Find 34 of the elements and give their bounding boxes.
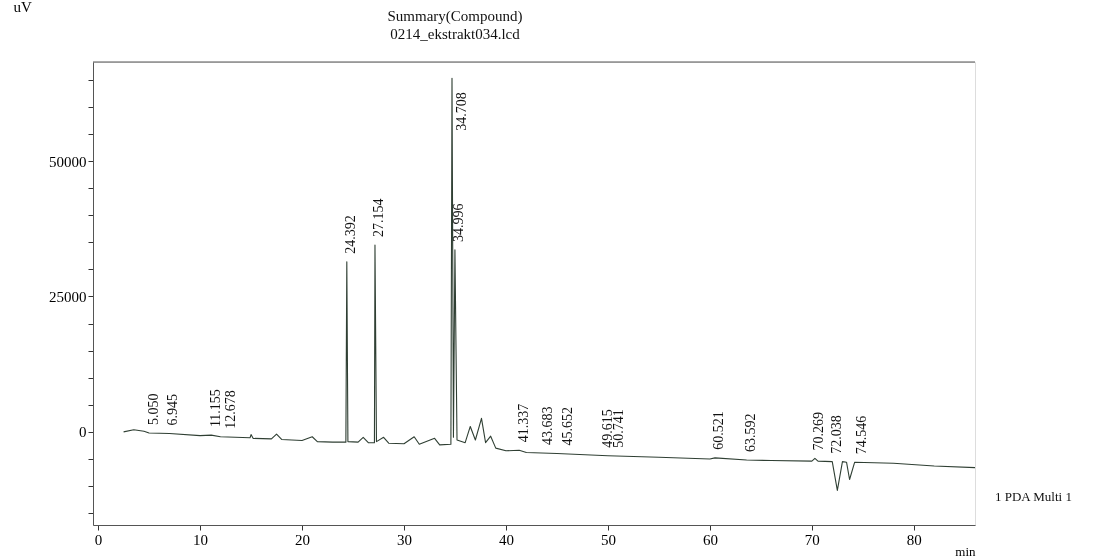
annotation: 12.678 <box>223 390 239 429</box>
y-axis-title: uV <box>13 0 32 15</box>
chart-title: Summary(Compound) <box>387 8 523 25</box>
y-tick-label: 25000 <box>49 288 87 305</box>
annotation: 34.996 <box>450 203 466 242</box>
x-tick-label: 50 <box>600 531 616 548</box>
annotation: 24.392 <box>342 215 358 254</box>
annotation: 5.050 <box>145 393 161 425</box>
x-tick-label: 20 <box>295 531 311 548</box>
x-tick-label: 30 <box>396 531 412 548</box>
y-tick-label: 0 <box>79 424 87 441</box>
annotation: 34.708 <box>454 92 469 131</box>
annotation: 11.155 <box>207 389 223 428</box>
y-tick-label: 50000 <box>49 153 87 170</box>
annotation: 43.683 <box>539 406 555 445</box>
annotation: 63.592 <box>742 413 758 453</box>
annotation: 60.521 <box>711 411 727 450</box>
annotation: 41.337 <box>515 403 531 443</box>
annotation: 74.546 <box>854 415 870 455</box>
x-tick-label: 70 <box>804 531 820 548</box>
x-tick-label: 80 <box>906 531 922 548</box>
chart-subtitle: 0214_ekstrakt034.lcd <box>390 26 521 42</box>
x-tick-label: 0 <box>94 531 103 548</box>
x-tick-label: 40 <box>498 531 514 548</box>
line-series <box>123 77 976 491</box>
x-axis-title: min <box>955 543 976 559</box>
x-tick-label: 10 <box>193 531 209 548</box>
annotation: 70.269 <box>810 411 826 451</box>
annotation: 27.154 <box>370 198 386 238</box>
annotation: 72.038 <box>828 415 844 454</box>
x-tick-label: 60 <box>702 531 718 548</box>
annotation: 6.945 <box>164 393 180 426</box>
text: 1 PDA Multi 1 <box>995 489 1072 504</box>
annotation: 45.652 <box>559 407 575 446</box>
